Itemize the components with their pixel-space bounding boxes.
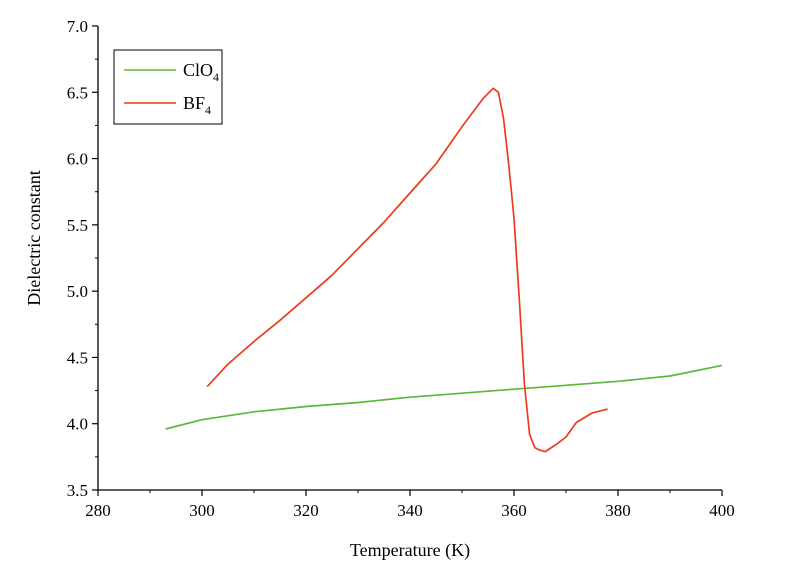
x-ticks: 280 300 320 340 360 380 400: [85, 490, 735, 520]
y-tick-label: 7.0: [67, 17, 88, 36]
legend-label-bf4: BF4: [183, 93, 211, 117]
x-tick-label: 320: [293, 501, 319, 520]
y-tick-label: 5.0: [67, 282, 88, 301]
legend: ClO4 BF4: [113, 49, 223, 125]
y-tick-label: 4.0: [67, 415, 88, 434]
y-axis-title: Dielectric constant: [24, 170, 44, 305]
x-tick-label: 280: [85, 501, 111, 520]
legend-box: [113, 49, 223, 125]
x-tick-label: 340: [397, 501, 423, 520]
y-tick-label: 6.0: [67, 150, 88, 169]
legend-label-clo4: ClO4: [183, 60, 219, 84]
x-tick-label: 400: [709, 501, 735, 520]
x-tick-label: 300: [189, 501, 215, 520]
y-tick-label: 4.5: [67, 348, 88, 367]
y-tick-label: 5.5: [67, 216, 88, 235]
series-line-clo4: [165, 364, 723, 430]
x-tick-label: 360: [501, 501, 527, 520]
y-tick-label: 3.5: [67, 481, 88, 500]
series-line-bf4: [206, 87, 608, 453]
x-tick-label: 380: [605, 501, 631, 520]
y-tick-label: 6.5: [67, 83, 88, 102]
series-lines: [165, 87, 723, 453]
y-ticks: 3.5 4.0 4.5 5.0 5.5 6.0 6.5 7.0: [67, 17, 98, 500]
x-axis-title: Temperature (K): [350, 540, 470, 561]
